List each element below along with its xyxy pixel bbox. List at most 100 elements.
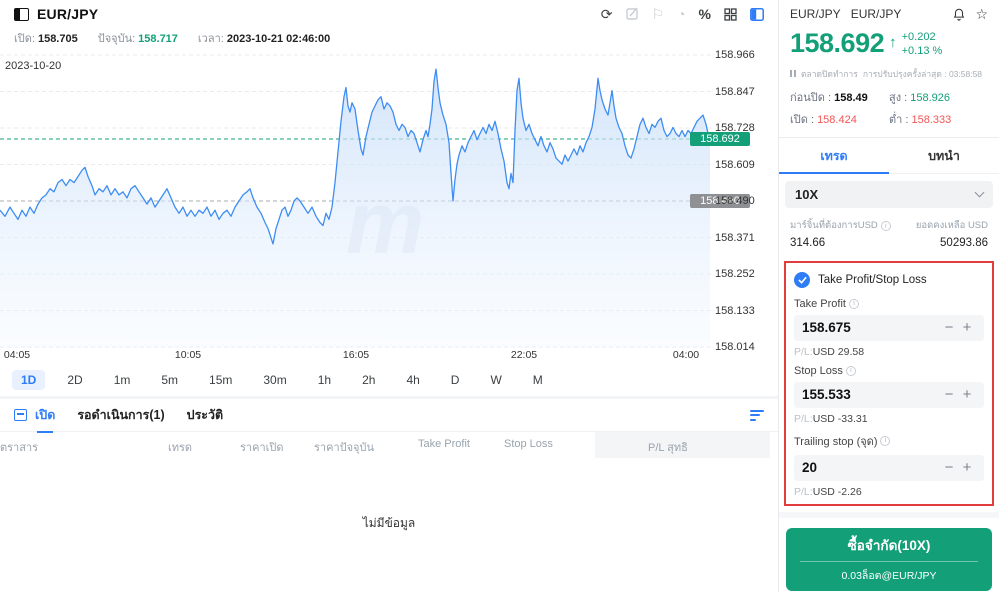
timeframe-button-1d[interactable]: 1D bbox=[12, 370, 46, 390]
draw-tools-icon[interactable] bbox=[625, 7, 639, 22]
timeframe-button-5m[interactable]: 5m bbox=[161, 373, 179, 387]
info-icon[interactable]: i bbox=[845, 365, 856, 376]
trade-panel: EUR/JPY EUR/JPY ☆ 158.692 ↑ +0.202 +0.13… bbox=[779, 0, 999, 592]
y-axis-label: 158.252 bbox=[715, 268, 755, 280]
chart-header: EUR/JPY ⟳ ⚐ ◔ % bbox=[0, 0, 778, 28]
percent-icon[interactable]: % bbox=[698, 6, 711, 22]
buy-button-sub: 0.03ล็อต@EUR/JPY bbox=[841, 569, 937, 582]
chart-area[interactable]: m 2023-10-20 158.692 158.490 158.966158.… bbox=[0, 48, 779, 353]
pie-chart-icon[interactable]: ◔ bbox=[677, 6, 686, 22]
trailing-stop-minus-button[interactable]: − bbox=[944, 459, 954, 476]
table-column-header: P/L สุทธิ bbox=[648, 442, 688, 454]
tpsl-checkbox[interactable] bbox=[794, 271, 810, 288]
chart-info-bar: เปิด: 158.705 ปัจจุบัน: 158.717 เวลา: 2023-… bbox=[0, 28, 778, 48]
prev-close-row: ก่อนปิด : 158.49 bbox=[790, 91, 868, 104]
x-axis-label: 04:05 bbox=[3, 349, 31, 361]
balance-label: ยอดคงเหลือ USD bbox=[915, 219, 988, 231]
table-column-header: Stop Loss bbox=[504, 438, 553, 450]
tpsl-toggle-row: Take Profit/Stop Loss bbox=[794, 271, 984, 288]
panel-layout-icon[interactable] bbox=[750, 7, 764, 21]
price-block: 158.692 ↑ +0.202 +0.13 % bbox=[779, 28, 999, 59]
x-axis-label: 04:00 bbox=[672, 349, 700, 361]
stop-loss-pl: P/L:USD -33.31 bbox=[794, 412, 868, 425]
ohlc-grid: ก่อนปิด : 158.49 สูง : 158.926 เปิด : 15… bbox=[779, 81, 999, 137]
margin-labels: มาร์จิ้นที่ต้องการUSD i ยอดคงเหลือ USD bbox=[779, 214, 999, 233]
section-divider bbox=[0, 396, 778, 399]
chart-canvas[interactable]: m bbox=[0, 48, 712, 348]
take-profit-plus-button[interactable]: + bbox=[962, 319, 972, 336]
layout-grid-icon[interactable] bbox=[724, 7, 737, 21]
timeframe-button-15m[interactable]: 15m bbox=[209, 373, 233, 387]
tab-history[interactable]: ประวัติ bbox=[186, 408, 224, 422]
favorite-star-icon[interactable]: ☆ bbox=[975, 6, 988, 22]
open-value: 158.705 bbox=[37, 33, 78, 45]
tpsl-toggle-label: Take Profit/Stop Loss bbox=[818, 273, 927, 286]
high-value: 158.926 bbox=[910, 91, 951, 104]
timeframe-button-m[interactable]: M bbox=[532, 373, 543, 387]
timeframe-button-1m[interactable]: 1m bbox=[113, 373, 131, 387]
buy-button-label: ซื้อจำกัด(10X) bbox=[800, 534, 978, 562]
filter-icon[interactable] bbox=[750, 409, 764, 421]
current-info: ปัจจุบัน: 158.717 bbox=[97, 33, 178, 45]
tpsl-section: Take Profit/Stop Loss Take Profit i 158.6… bbox=[784, 260, 994, 506]
trailing-stop-input[interactable]: 20 − + bbox=[794, 454, 984, 481]
symbol-tab-1[interactable]: EUR/JPY bbox=[790, 7, 841, 21]
positions-tabs: เปิด รอดำเนินการ(1) ประวัติ bbox=[0, 397, 778, 433]
y-axis-label: 158.371 bbox=[715, 232, 755, 244]
empty-state: ไม่มีข้อมูล bbox=[362, 516, 416, 530]
tab-pending-orders[interactable]: รอดำเนินการ(1) bbox=[77, 408, 165, 422]
timeframe-button-4h[interactable]: 4h bbox=[406, 373, 420, 387]
timeframe-button-d[interactable]: D bbox=[450, 373, 460, 387]
take-profit-input[interactable]: 158.675 − + bbox=[794, 314, 984, 341]
open-row: เปิด : 158.424 bbox=[790, 113, 857, 126]
price-up-arrow-icon: ↑ bbox=[889, 34, 897, 51]
stop-loss-label: Stop Loss i bbox=[794, 365, 984, 377]
market-closed-icon bbox=[790, 70, 796, 77]
stop-loss-input[interactable]: 155.533 − + bbox=[794, 381, 984, 408]
y-axis: 158.692 158.490 158.966 158.847 158.728 158… bbox=[690, 48, 779, 353]
timeframe-button-2d[interactable]: 2D bbox=[67, 373, 83, 387]
symbol-panel-icon bbox=[14, 7, 29, 21]
info-icon[interactable]: i bbox=[880, 435, 891, 446]
info-icon[interactable]: i bbox=[848, 298, 859, 309]
margin-required-label: มาร์จิ้นที่ต้องการUSD i bbox=[790, 218, 891, 233]
x-axis-label: 10:05 bbox=[174, 349, 202, 361]
timeframe-button-w[interactable]: W bbox=[490, 373, 502, 387]
chart-date-label: 2023-10-20 bbox=[5, 60, 62, 72]
tab-trade[interactable]: เทรด bbox=[779, 138, 889, 174]
table-column-header: Take Profit bbox=[418, 438, 470, 450]
trailing-stop-plus-button[interactable]: + bbox=[962, 459, 972, 476]
timeframe-button-1h[interactable]: 1h bbox=[317, 373, 332, 387]
market-status: ตลาดปิดทำการ bbox=[801, 68, 858, 79]
buy-limit-button[interactable]: ซื้อจำกัด(10X) 0.03ล็อต@EUR/JPY bbox=[786, 527, 992, 591]
table-column-header: เทรด bbox=[168, 442, 193, 454]
y-axis-label: 158.014 bbox=[715, 341, 755, 353]
tab-intro[interactable]: บทนำ bbox=[928, 148, 960, 163]
stop-loss-minus-button[interactable]: − bbox=[944, 386, 954, 403]
chart-toolbar: ⟳ ⚐ ◔ % bbox=[601, 7, 764, 22]
take-profit-label: Take Profit i bbox=[794, 298, 984, 310]
symbol-tab-2[interactable]: EUR/JPY bbox=[850, 7, 902, 21]
timeframe-button-2h[interactable]: 2h bbox=[362, 373, 376, 387]
current-price-badge: 158.692 bbox=[690, 132, 750, 146]
pl-column-highlight bbox=[595, 432, 770, 458]
y-axis-label: 158.133 bbox=[715, 305, 755, 317]
open-positions-icon bbox=[14, 409, 27, 421]
bell-icon[interactable] bbox=[952, 7, 966, 22]
refresh-icon[interactable]: ⟳ bbox=[600, 6, 613, 22]
current-value: 158.717 bbox=[138, 33, 178, 45]
take-profit-minus-button[interactable]: − bbox=[944, 319, 954, 336]
chart-panel: EUR/JPY ⟳ ⚐ ◔ % เปิด: 158.705 ปัจจุบัน bbox=[0, 0, 779, 592]
info-icon[interactable]: i bbox=[880, 221, 891, 231]
leverage-select[interactable]: 10X bbox=[785, 180, 993, 208]
section-divider bbox=[779, 511, 999, 518]
flag-icon[interactable]: ⚐ bbox=[651, 6, 665, 22]
high-row: สูง : 158.926 bbox=[889, 91, 951, 104]
timeframe-button-30m[interactable]: 30m bbox=[263, 373, 287, 387]
stop-loss-plus-button[interactable]: + bbox=[962, 386, 972, 403]
tab-open-positions[interactable]: เปิด bbox=[35, 397, 55, 433]
y-axis-label: 158.490 bbox=[715, 195, 755, 207]
trailing-stop-pl: P/L:USD -2.26 bbox=[794, 485, 862, 498]
y-axis-label: 158.966 bbox=[715, 49, 755, 61]
